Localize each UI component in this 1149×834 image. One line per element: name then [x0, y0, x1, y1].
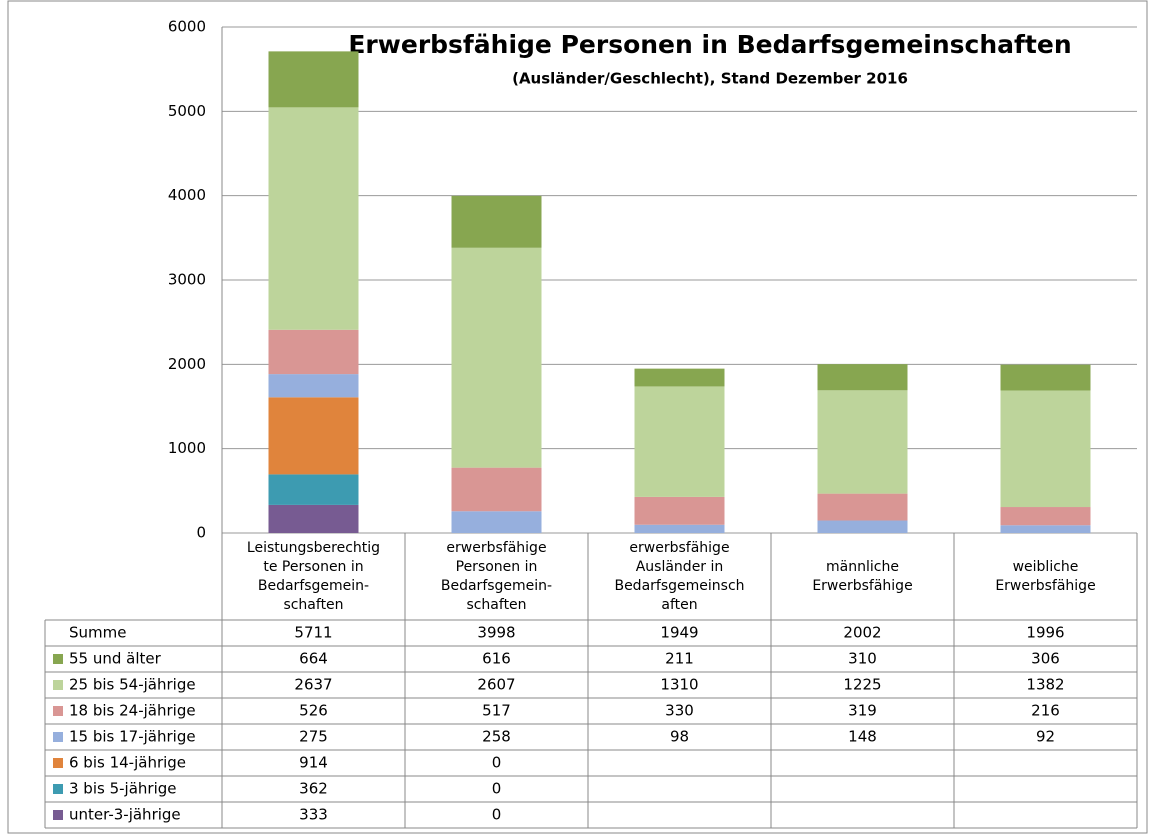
bar-segment [817, 364, 908, 391]
legend-label: 15 bis 17-jährige [69, 728, 196, 746]
bar-segment [451, 247, 542, 468]
table-value: 1310 [660, 676, 698, 694]
bar-segment [268, 374, 359, 398]
y-tick-label: 6000 [168, 18, 206, 36]
y-tick-label: 0 [196, 524, 206, 542]
legend-key [53, 732, 63, 742]
table-value: 310 [848, 650, 877, 668]
table-value: 914 [299, 754, 328, 772]
y-tick-label: 1000 [168, 439, 206, 457]
bar-segment [268, 397, 359, 475]
legend-key [53, 758, 63, 768]
table-value: 330 [665, 702, 694, 720]
y-tick-label: 4000 [168, 186, 206, 204]
legend-label: 3 bis 5-jährige [69, 780, 177, 798]
bar-segment [634, 496, 725, 525]
x-tick-label: erwerbsfähige Personen in Bedarfsgemein-… [440, 539, 553, 613]
chart-title: Erwerbsfähige Personen in Bedarfsgemeins… [348, 30, 1071, 59]
table-value: 2002 [843, 624, 881, 642]
chart-frame [7, 0, 1148, 834]
x-tick-label: männliche Erwerbsfähige [812, 558, 913, 594]
table-value: 306 [1031, 650, 1060, 668]
bar-segment [817, 520, 908, 533]
table-value: 92 [1036, 728, 1055, 746]
legend-key [53, 810, 63, 820]
bar-segment [1000, 364, 1091, 391]
legend-key [53, 680, 63, 690]
x-tick-label: Leistungsberechtig te Personen in Bedarf… [246, 539, 381, 613]
table-value: 526 [299, 702, 328, 720]
table-value: 0 [492, 754, 502, 772]
table-value: 258 [482, 728, 511, 746]
table-value: 333 [299, 806, 328, 824]
legend-label: 25 bis 54-jährige [69, 676, 196, 694]
y-tick-label: 3000 [168, 271, 206, 289]
table-value: 211 [665, 650, 694, 668]
x-tick-label: weibliche Erwerbsfähige [995, 558, 1096, 594]
legend-label: unter-3-jährige [69, 806, 181, 824]
table-value: 1382 [1026, 676, 1064, 694]
bar-segment [1000, 390, 1091, 508]
legend-label: 18 bis 24-jährige [69, 702, 196, 720]
y-tick-label: 2000 [168, 355, 206, 373]
table-value: 517 [482, 702, 511, 720]
legend-label: 55 und älter [69, 650, 162, 668]
table-value: 362 [299, 780, 328, 798]
table-value: 5711 [294, 624, 332, 642]
table-value: 216 [1031, 702, 1060, 720]
table-value: 616 [482, 650, 511, 668]
table-value: 2637 [294, 676, 332, 694]
table-value: 275 [299, 728, 328, 746]
table-value: 0 [492, 780, 502, 798]
bar-segment [268, 329, 359, 375]
bar-segment [268, 474, 359, 505]
chart-subtitle: (Ausländer/Geschlecht), Stand Dezember 2… [512, 70, 908, 88]
legend-label: 6 bis 14-jährige [69, 754, 186, 772]
table-value: 664 [299, 650, 328, 668]
legend-label: Summe [69, 624, 126, 642]
table-value: 98 [670, 728, 689, 746]
bar-segment [451, 467, 542, 512]
table-value: 148 [848, 728, 877, 746]
bar-segment [268, 51, 359, 108]
table-value: 319 [848, 702, 877, 720]
bar-segment [817, 493, 908, 521]
bar-segment [817, 390, 908, 494]
bar-segment [634, 386, 725, 497]
y-tick-label: 5000 [168, 102, 206, 120]
table-value: 3998 [477, 624, 515, 642]
bar-segment [451, 511, 542, 533]
bar-segment [451, 195, 542, 248]
legend-key [53, 784, 63, 794]
bar-segment [634, 524, 725, 533]
table-value: 1996 [1026, 624, 1064, 642]
table-value: 1225 [843, 676, 881, 694]
bar-segment [1000, 507, 1091, 526]
table-value: 2607 [477, 676, 515, 694]
bar-segment [1000, 525, 1091, 533]
legend-key [53, 706, 63, 716]
table-value: 0 [492, 806, 502, 824]
legend-key [53, 654, 63, 664]
bar-segment [268, 107, 359, 330]
table-value: 1949 [660, 624, 698, 642]
bar-segment [268, 504, 359, 533]
x-tick-label: erwerbsfähige Ausländer in Bedarfsgemein… [614, 539, 745, 613]
bar-segment [634, 368, 725, 387]
